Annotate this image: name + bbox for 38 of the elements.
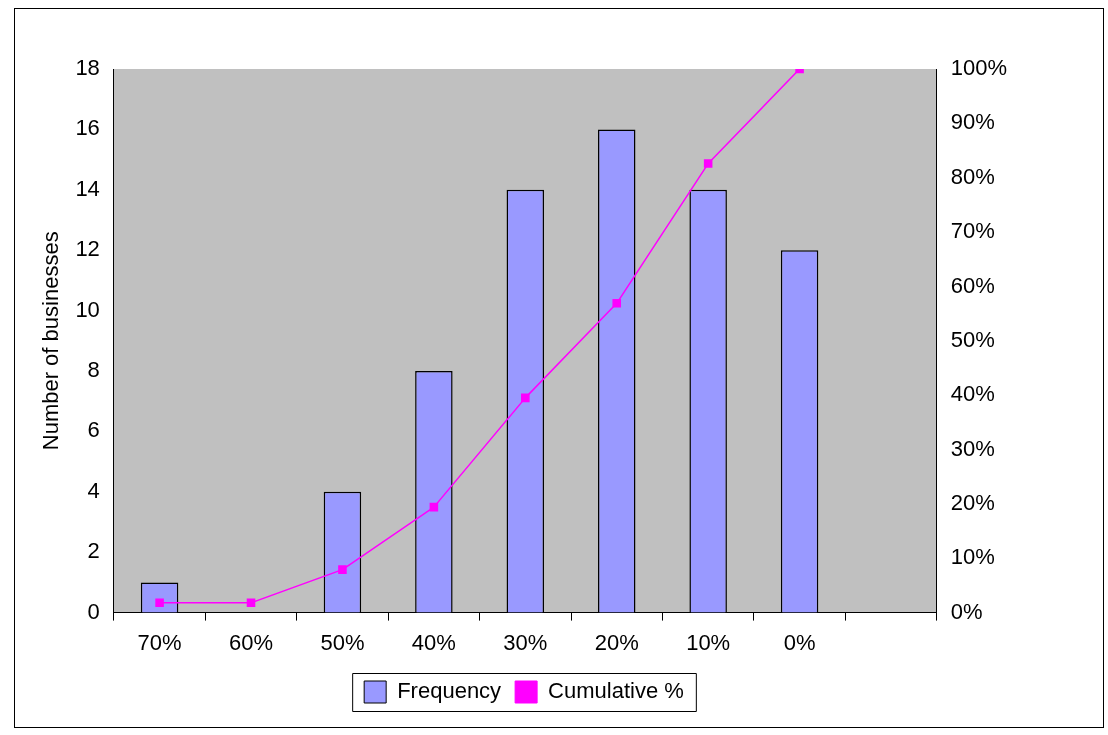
y-axis-title: Number of businesses <box>38 231 64 451</box>
y-tick-label: 0 <box>87 598 100 624</box>
y2-tick-label: 50% <box>950 326 995 352</box>
x-tick-label: 20% <box>594 629 639 655</box>
y2-tick-label: 30% <box>950 435 995 461</box>
y2-tick-label: 90% <box>950 109 995 135</box>
y2-tick-label: 0% <box>950 598 983 624</box>
x-tick-label: 30% <box>503 629 548 655</box>
legend-label: Cumulative % <box>548 678 684 704</box>
x-tick-label: 0% <box>783 629 816 655</box>
y-tick-label: 4 <box>87 477 100 503</box>
y-tick-label: 2 <box>87 538 100 564</box>
point <box>429 502 439 512</box>
point <box>703 159 713 168</box>
point <box>246 598 256 608</box>
y-tick-label: 10 <box>75 296 100 322</box>
y2-tick-label: 70% <box>950 218 995 244</box>
y2-tick-label: 60% <box>950 272 995 298</box>
y2-tick-label: 40% <box>950 381 995 407</box>
y-tick-label: 14 <box>75 175 100 201</box>
y2-tick-label: 80% <box>950 163 995 189</box>
y-tick-label: 16 <box>75 115 100 141</box>
y-tick-label: 8 <box>87 357 100 383</box>
point <box>612 299 622 308</box>
point <box>338 565 347 574</box>
x-tick-label: 40% <box>411 629 456 655</box>
y-tick-label: 18 <box>75 55 100 81</box>
x-tick-label: 50% <box>320 629 365 655</box>
x-tick-label: 10% <box>686 629 731 655</box>
y2-tick-label: 20% <box>950 489 995 515</box>
x-tick-label: 70% <box>137 629 182 655</box>
x-tick-label: 60% <box>228 629 274 655</box>
y2-tick-label: 10% <box>950 544 995 570</box>
y-tick-label: 6 <box>87 417 100 443</box>
y2-tick-label: 100% <box>950 55 1008 81</box>
point <box>521 393 530 403</box>
y-tick-label: 12 <box>75 236 100 262</box>
legend-label: Frequency <box>397 678 502 704</box>
